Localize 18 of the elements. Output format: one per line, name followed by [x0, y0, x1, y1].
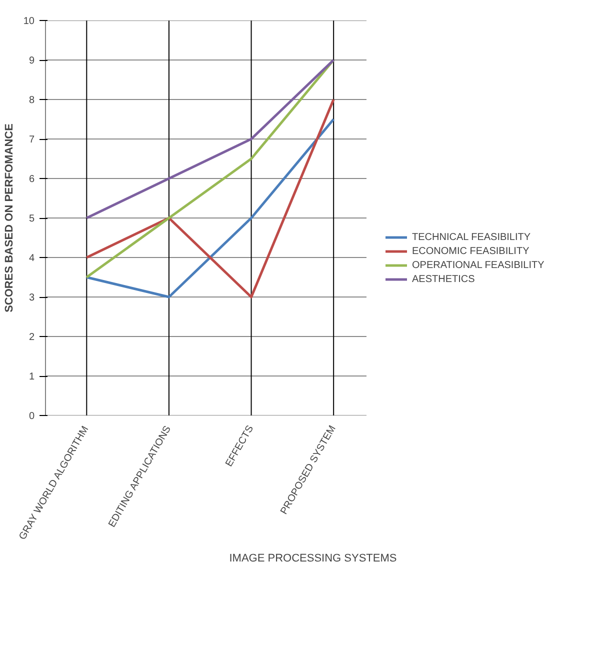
- y-tick-label: 7: [28, 134, 35, 146]
- x-axis-title: IMAGE PROCESSING SYSTEMS: [229, 552, 397, 565]
- y-axis-title: SCORES BASED ON PERFOMANCE: [3, 124, 16, 312]
- legend-label: AESTHETICS: [412, 273, 475, 285]
- legend-label: TECHNICAL FEASIBILITY: [412, 231, 531, 243]
- y-tick-label: 6: [28, 174, 35, 185]
- y-tick-label: 2: [28, 332, 35, 343]
- y-tick-label: 10: [23, 16, 35, 27]
- y-tick-label: 0: [28, 411, 35, 422]
- y-tick-label: 9: [28, 56, 35, 66]
- y-tick-label: 5: [28, 214, 35, 224]
- line-series: [85, 58, 335, 220]
- y-tick-label: 8: [28, 95, 35, 106]
- y-tick-label: 4: [28, 253, 35, 264]
- y-tick-label: 3: [28, 292, 35, 304]
- legend-label: ECONOMIC FEASIBILITY: [412, 245, 530, 257]
- y-tick-label: 1: [28, 372, 35, 382]
- legend-label: OPERATIONAL FEASIBILITY: [412, 259, 544, 271]
